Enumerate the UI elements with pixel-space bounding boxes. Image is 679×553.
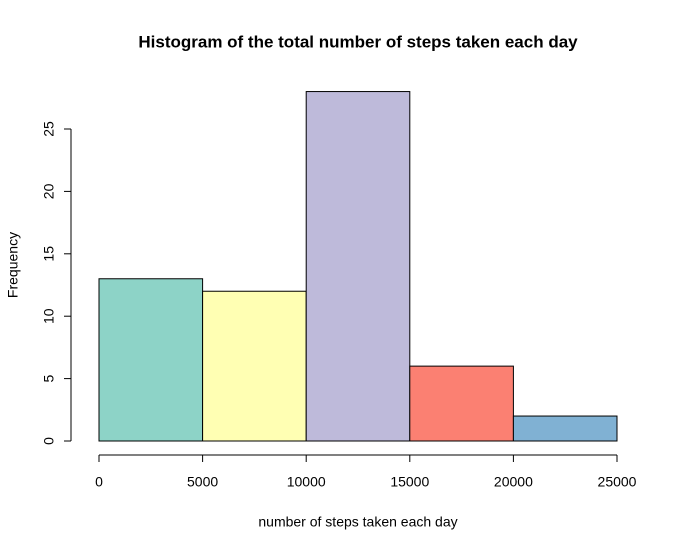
y-tick-label: 10: [41, 308, 57, 324]
y-tick-label: 5: [41, 374, 57, 382]
x-tick-label: 20000: [494, 474, 533, 490]
bar: [512, 415, 618, 442]
chart-title: Histogram of the total number of steps t…: [138, 32, 578, 51]
x-tick-label: 25000: [598, 474, 637, 490]
bar: [409, 365, 514, 442]
bar: [305, 91, 411, 442]
x-axis-label: number of steps taken each day: [258, 514, 457, 530]
y-tick-label: 20: [41, 183, 57, 199]
y-axis-label: Frequency: [5, 232, 21, 298]
y-tick-label: 15: [41, 246, 57, 262]
y-tick-label: 25: [41, 121, 57, 137]
x-tick-label: 5000: [187, 474, 218, 490]
y-tick-label: 0: [41, 437, 57, 445]
x-tick-label: 10000: [287, 474, 326, 490]
bar: [202, 290, 307, 442]
x-tick-label: 15000: [390, 474, 429, 490]
bar: [98, 278, 204, 442]
x-tick-label: 0: [95, 474, 103, 490]
